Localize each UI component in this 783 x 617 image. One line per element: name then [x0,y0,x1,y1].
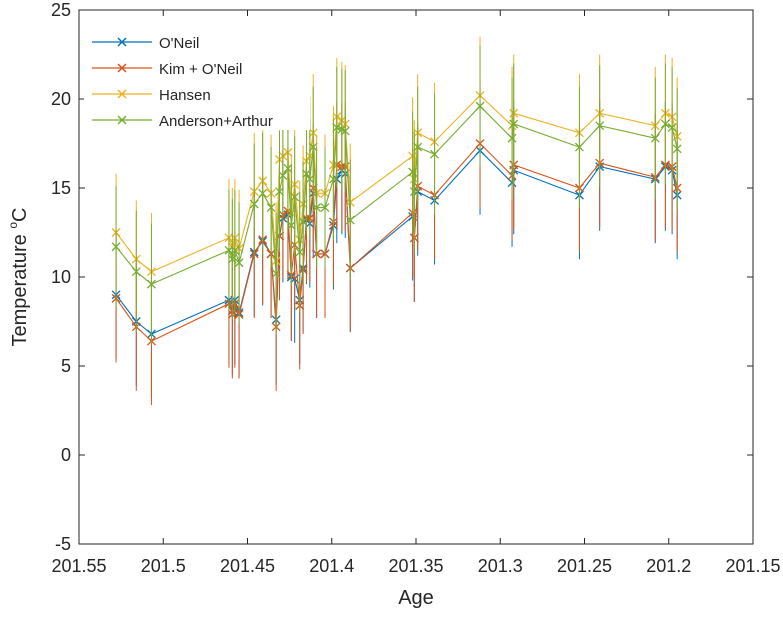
data-point [283,163,293,173]
legend-entry-hansen: Hansen [92,87,211,104]
data-point [258,188,268,198]
x-tick-label: 201.55 [51,556,106,576]
data-point [295,247,305,257]
data-point [595,121,605,131]
data-point [302,169,311,179]
legend-background [84,28,310,130]
y-tick-label: 5 [61,356,71,376]
legend-marker-kim-oneil [117,63,127,73]
y-tick-label: -5 [55,534,71,554]
x-tick-label: 201.3 [478,556,523,576]
legend-marker-anderson-arthur [117,115,127,125]
data-point [650,133,660,143]
data-point [667,123,677,132]
y-axis-label: Temperature oC [6,208,31,347]
legend: O'Neil Kim + O'Neil Hansen Anderson+Arth… [84,28,310,130]
data-point [234,258,244,268]
data-point [340,126,350,136]
y-tick-label: 20 [51,89,71,109]
data-point [430,149,439,159]
legend-label-anderson-arthur: Anderson+Arthur [159,113,273,130]
legend-label-kim-oneil: Kim + O'Neil [159,61,242,78]
y-tick-label: 25 [51,0,71,20]
legend-marker-oneil [117,37,127,47]
data-point [146,279,156,289]
data-point [660,119,670,129]
x-tick-label: 201.45 [220,556,275,576]
legend-entry-oneil: O'Neil [92,35,199,52]
data-point [305,174,315,184]
y-tick-label: 15 [51,178,71,198]
plot-area [111,36,682,406]
x-tick-label: 201.4 [309,556,354,576]
x-axis-label: Age [398,587,434,609]
y-axis-label-degree: o [6,222,20,229]
data-point [230,245,240,255]
y-axis-label-main: Temperature [9,229,31,347]
data-point [271,268,281,278]
data-point [266,203,276,213]
x-tick-label: 201.35 [388,556,443,576]
legend-label-hansen: Hansen [159,87,211,104]
data-point [131,267,141,277]
x-tick-label: 201.15 [725,556,780,576]
data-point [413,142,423,152]
data-point [328,174,338,184]
legend-entry-anderson-arthur: Anderson+Arthur [92,113,273,130]
data-point [111,242,121,252]
y-axis-label-unit: C [9,208,31,222]
y-tick-label: 0 [61,445,71,465]
data-point [409,187,419,197]
data-point [320,203,330,213]
x-ticks: 201.55 201.5 201.45 201.4 201.35 201.3 201.25 2… [51,10,781,576]
data-point [509,119,519,129]
data-point [408,167,418,177]
data-point [290,192,300,202]
data-point [332,123,342,132]
x-tick-label: 201.2 [646,556,691,576]
legend-marker-hansen [117,89,127,99]
x-tick-label: 201.25 [557,556,612,576]
data-point [298,217,308,227]
data-point [227,254,237,264]
legend-label-oneil: O'Neil [159,35,199,52]
data-point [278,171,288,180]
data-point [345,215,355,225]
data-point [672,144,682,154]
data-point [249,199,259,209]
series-anderson-arthur [111,45,682,345]
data-point [275,187,284,197]
data-point [286,220,296,230]
legend-entry-kim-oneil: Kim + O'Neil [92,61,242,78]
y-ticks: -5 0 5 10 15 20 25 [51,0,753,554]
data-point [574,142,584,152]
data-point [308,142,318,152]
data-point [475,101,485,111]
y-tick-label: 10 [51,267,71,287]
x-tick-label: 201.5 [141,556,186,576]
data-point [312,203,322,213]
data-point [507,133,517,143]
